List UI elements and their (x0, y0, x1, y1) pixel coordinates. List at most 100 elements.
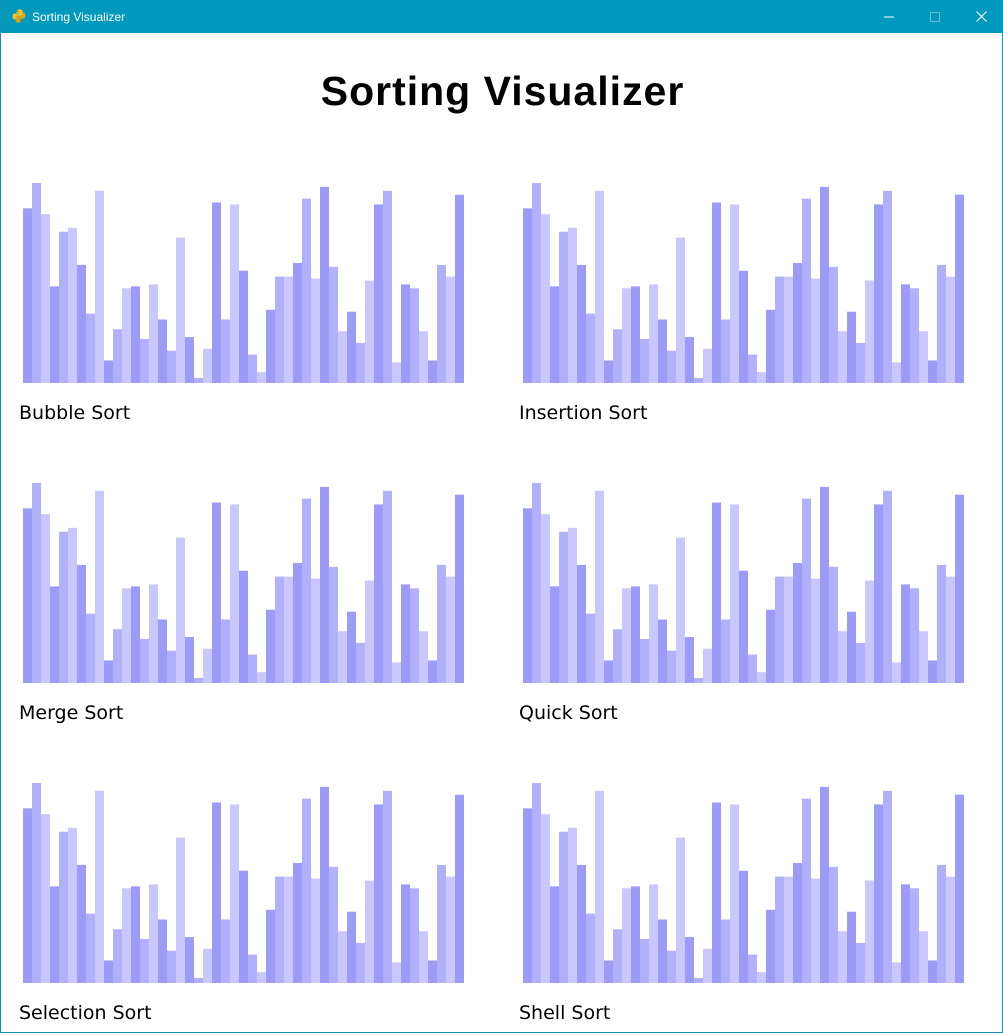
bar (23, 508, 32, 683)
bar (712, 502, 721, 683)
bar (802, 498, 811, 683)
bar (649, 884, 658, 983)
bar (784, 276, 793, 383)
bar (901, 884, 910, 983)
bar (739, 870, 748, 983)
bar (311, 578, 320, 683)
bar (685, 637, 694, 683)
bar (50, 286, 59, 383)
bar (568, 827, 577, 983)
bar (550, 886, 559, 983)
bar (892, 362, 901, 383)
bar (401, 884, 410, 983)
bar (230, 504, 239, 683)
bar (203, 348, 212, 383)
bar (104, 660, 113, 683)
bar (640, 339, 649, 383)
bar (338, 631, 347, 683)
bar (793, 562, 802, 683)
bar (185, 637, 194, 683)
bar (946, 276, 955, 383)
bar (437, 864, 446, 983)
merge-sort-panel: Merge Sort (19, 476, 473, 736)
bar (847, 911, 856, 983)
bar (820, 486, 829, 683)
bar (41, 214, 50, 383)
panel-label-bubble-sort: Bubble Sort (19, 402, 131, 424)
panel-label-quick-sort: Quick Sort (519, 702, 618, 724)
bar (622, 288, 631, 383)
bar (194, 378, 203, 383)
bar (613, 329, 622, 383)
bar (811, 578, 820, 683)
bar (230, 804, 239, 983)
bar (374, 204, 383, 383)
bar (140, 639, 149, 683)
bar (266, 909, 275, 983)
bubble-sort-panel: Bubble Sort (19, 176, 473, 436)
bar (631, 286, 640, 383)
close-button[interactable] (958, 0, 1003, 33)
bar (820, 186, 829, 383)
bar (559, 831, 568, 983)
bar (302, 798, 311, 983)
bar (946, 876, 955, 983)
bar (901, 584, 910, 683)
bubble-sort-chart (23, 183, 464, 383)
selection-sort-panel: Selection Sort (19, 776, 473, 1031)
bar (802, 798, 811, 983)
bar (113, 329, 122, 383)
bar (712, 202, 721, 383)
bar (748, 654, 757, 683)
bar (658, 619, 667, 683)
bar (730, 804, 739, 983)
bar (874, 804, 883, 983)
bar (185, 337, 194, 383)
bar (77, 264, 86, 383)
bar (856, 942, 865, 983)
bar (158, 319, 167, 383)
bar (113, 629, 122, 683)
bar (419, 931, 428, 983)
maximize-button[interactable] (912, 0, 958, 33)
bar (937, 564, 946, 683)
bar (302, 198, 311, 383)
bar (230, 204, 239, 383)
bar (541, 214, 550, 383)
bar (347, 611, 356, 683)
bar (586, 913, 595, 983)
bar (320, 786, 329, 983)
bar (613, 629, 622, 683)
bar (329, 866, 338, 983)
bar (640, 639, 649, 683)
bar (455, 494, 464, 683)
bar (347, 911, 356, 983)
bar (784, 876, 793, 983)
bar (568, 227, 577, 383)
bar (428, 360, 437, 383)
bar (865, 280, 874, 383)
insertion-sort-chart (523, 183, 964, 383)
bar (955, 494, 964, 683)
bar (874, 204, 883, 383)
minimize-button[interactable] (866, 0, 912, 33)
bar (347, 311, 356, 383)
bar (383, 490, 392, 683)
bar (955, 794, 964, 983)
bar (275, 576, 284, 683)
bar (455, 194, 464, 383)
bar (338, 931, 347, 983)
panel-label-shell-sort: Shell Sort (519, 1002, 611, 1024)
bar (104, 960, 113, 983)
close-icon (975, 11, 987, 22)
title-bar[interactable]: Sorting Visualizer (1, 0, 1003, 33)
bar (329, 266, 338, 383)
bar (140, 939, 149, 983)
bar (365, 880, 374, 983)
bar (32, 483, 41, 683)
bar (428, 660, 437, 683)
bar (865, 880, 874, 983)
bar (955, 194, 964, 383)
bar (577, 564, 586, 683)
